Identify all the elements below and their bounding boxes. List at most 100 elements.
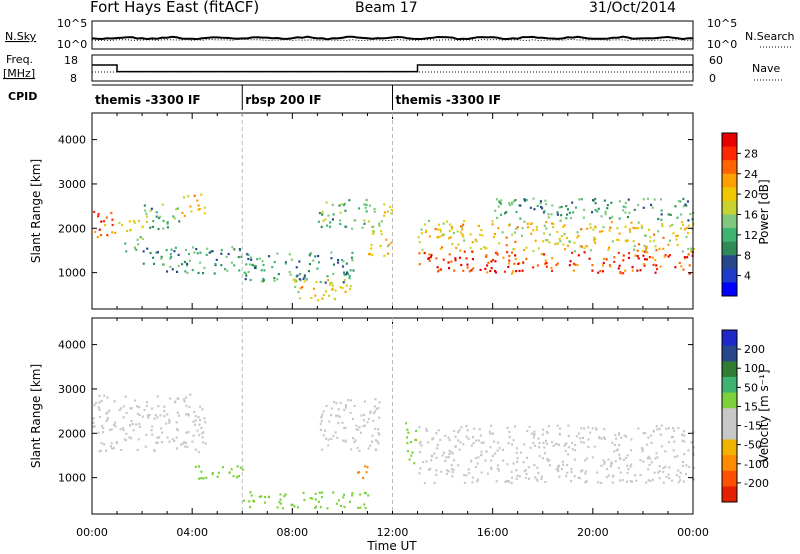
range-cell — [606, 207, 609, 210]
range-cell — [349, 411, 352, 414]
range-cell — [435, 456, 438, 459]
range-cell — [177, 264, 180, 268]
range-cell — [197, 271, 200, 275]
range-cell — [660, 209, 663, 212]
range-cell — [302, 277, 305, 280]
range-cell — [671, 479, 674, 482]
range-cell — [545, 430, 548, 433]
range-cell — [448, 237, 451, 240]
range-cell — [627, 468, 630, 471]
range-cell — [497, 464, 500, 467]
range-cell — [388, 243, 391, 246]
velocity-colorbar-tick: -200 — [744, 477, 769, 490]
range-cell — [682, 461, 685, 464]
range-cell — [655, 425, 658, 428]
range-cell — [339, 219, 342, 222]
range-cell — [332, 434, 335, 437]
range-cell — [502, 448, 505, 451]
range-cell — [353, 404, 356, 407]
range-cell — [442, 233, 445, 236]
power-colorbar-label: Power [dB] — [757, 179, 771, 244]
range-cell — [583, 251, 586, 254]
range-cell — [504, 212, 507, 215]
range-cell — [206, 247, 209, 250]
range-cell — [637, 227, 640, 230]
velocity-colorbar-tick: 200 — [744, 343, 765, 356]
range-cell — [512, 439, 515, 442]
range-cell — [106, 416, 109, 419]
range-cell — [166, 221, 169, 224]
range-cell — [657, 217, 660, 221]
range-cell — [383, 211, 386, 214]
range-cell — [124, 439, 127, 442]
range-cell — [375, 448, 378, 451]
range-cell — [651, 478, 654, 481]
range-cell — [551, 257, 554, 260]
range-cell — [537, 446, 540, 449]
x-tick-label: 00:00 — [76, 526, 108, 539]
freq-label: Freq. — [6, 53, 33, 66]
range-cell — [508, 435, 511, 439]
range-cell — [337, 414, 340, 417]
range-cell — [181, 211, 184, 214]
range-cell — [555, 242, 558, 245]
range-cell — [672, 427, 675, 430]
range-cell — [199, 261, 202, 264]
range-cell — [660, 424, 663, 427]
range-cell — [343, 408, 346, 411]
range-cell — [248, 500, 251, 503]
range-cell — [557, 242, 560, 245]
range-cell — [552, 444, 555, 447]
range-cell — [594, 209, 597, 212]
range-cell — [98, 401, 101, 404]
range-cell — [673, 455, 676, 459]
range-cell — [607, 248, 610, 251]
range-cell — [668, 254, 671, 257]
range-cell — [636, 269, 639, 272]
range-cell — [115, 441, 118, 444]
nsky-tick-top: 10^5 — [57, 17, 87, 30]
range-cell — [151, 407, 154, 410]
range-cell — [643, 264, 646, 267]
range-cell — [290, 503, 293, 506]
range-cell — [406, 442, 409, 445]
range-cell — [329, 283, 332, 286]
range-cell — [160, 441, 163, 444]
range-cell — [329, 221, 332, 224]
range-cell — [200, 470, 203, 473]
range-cell — [335, 502, 338, 505]
range-cell — [156, 441, 159, 444]
range-cell — [263, 495, 266, 499]
range-cell — [128, 436, 131, 439]
range-cell — [563, 224, 566, 227]
noise-panel: N.Sky 10^5 10^0 10^5 10^0 N.Search — [5, 17, 795, 51]
range-cell — [332, 491, 335, 494]
range-cell — [692, 466, 695, 469]
range-cell — [478, 428, 481, 431]
range-cell — [660, 213, 663, 216]
range-cell — [202, 272, 205, 275]
range-cell — [141, 225, 144, 229]
range-cell — [463, 239, 466, 242]
range-cell — [547, 425, 550, 428]
range-cell — [472, 442, 475, 445]
range-cell — [675, 473, 678, 477]
range-cell — [197, 450, 200, 454]
range-cell — [572, 211, 575, 214]
range-cell — [545, 227, 548, 230]
range-cell — [515, 447, 518, 450]
range-cell — [320, 419, 323, 423]
velocity-colorbar-tick: 15 — [744, 400, 758, 413]
range-cell — [534, 239, 537, 242]
range-cell — [148, 414, 151, 417]
range-cell — [512, 270, 515, 273]
range-cell — [550, 213, 553, 216]
range-cell — [308, 263, 311, 266]
velocity-colorbar-swatch — [722, 345, 737, 362]
range-cell — [110, 428, 113, 431]
range-cell — [668, 466, 671, 469]
range-cell — [474, 465, 477, 469]
range-cell — [173, 400, 176, 403]
range-cell — [136, 405, 139, 408]
range-cell — [427, 468, 430, 471]
